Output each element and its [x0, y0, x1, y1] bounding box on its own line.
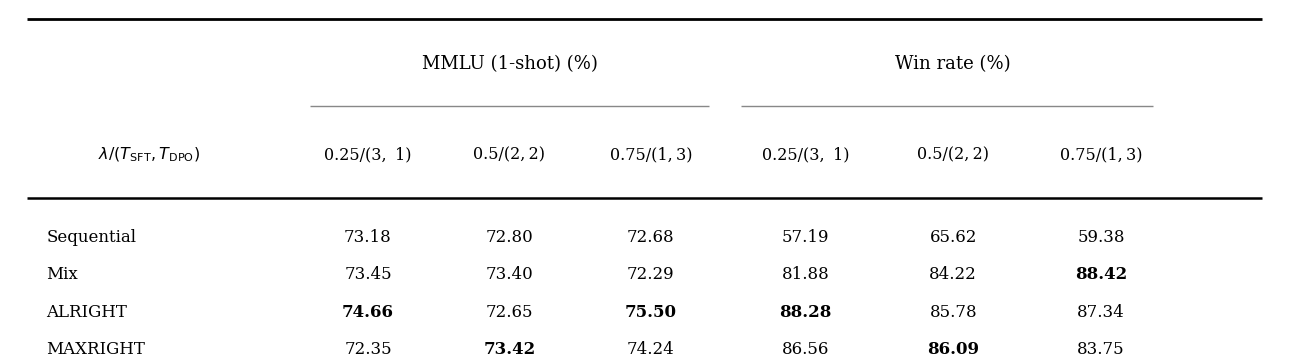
Text: 72.68: 72.68	[628, 229, 674, 246]
Text: 73.45: 73.45	[344, 266, 392, 283]
Text: 59.38: 59.38	[1078, 229, 1125, 246]
Text: 0.75/(1, 3): 0.75/(1, 3)	[610, 146, 692, 163]
Text: 85.78: 85.78	[929, 304, 977, 321]
Text: Win rate (%): Win rate (%)	[896, 55, 1011, 73]
Text: 73.18: 73.18	[344, 229, 392, 246]
Text: 73.42: 73.42	[483, 341, 535, 358]
Text: 0.5/(2, 2): 0.5/(2, 2)	[473, 146, 545, 163]
Text: ALRIGHT: ALRIGHT	[46, 304, 128, 321]
Text: 72.80: 72.80	[486, 229, 534, 246]
Text: MMLU (1-shot) (%): MMLU (1-shot) (%)	[422, 55, 597, 73]
Text: 0.25/(3,  1): 0.25/(3, 1)	[762, 146, 849, 163]
Text: 75.50: 75.50	[625, 304, 677, 321]
Text: 83.75: 83.75	[1078, 341, 1125, 358]
Text: 87.34: 87.34	[1078, 304, 1125, 321]
Text: Mix: Mix	[46, 266, 79, 283]
Text: 73.40: 73.40	[486, 266, 534, 283]
Text: 0.75/(1, 3): 0.75/(1, 3)	[1060, 146, 1142, 163]
Text: 84.22: 84.22	[929, 266, 977, 283]
Text: 88.28: 88.28	[779, 304, 831, 321]
Text: 57.19: 57.19	[781, 229, 829, 246]
Text: 88.42: 88.42	[1075, 266, 1128, 283]
Text: 86.56: 86.56	[781, 341, 829, 358]
Text: 72.65: 72.65	[486, 304, 534, 321]
Text: 65.62: 65.62	[929, 229, 977, 246]
Text: MAXRIGHT: MAXRIGHT	[46, 341, 146, 358]
Text: 81.88: 81.88	[781, 266, 829, 283]
Text: 0.25/(3,  1): 0.25/(3, 1)	[325, 146, 411, 163]
Text: 0.5/(2, 2): 0.5/(2, 2)	[918, 146, 989, 163]
Text: 86.09: 86.09	[927, 341, 980, 358]
Text: Sequential: Sequential	[46, 229, 137, 246]
Text: 72.35: 72.35	[344, 341, 392, 358]
Text: 74.66: 74.66	[342, 304, 394, 321]
Text: 72.29: 72.29	[628, 266, 674, 283]
Text: 74.24: 74.24	[626, 341, 675, 358]
Text: $\lambda/(T_{\mathrm{SFT}},T_{\mathrm{DPO}})$: $\lambda/(T_{\mathrm{SFT}},T_{\mathrm{DP…	[98, 145, 200, 164]
